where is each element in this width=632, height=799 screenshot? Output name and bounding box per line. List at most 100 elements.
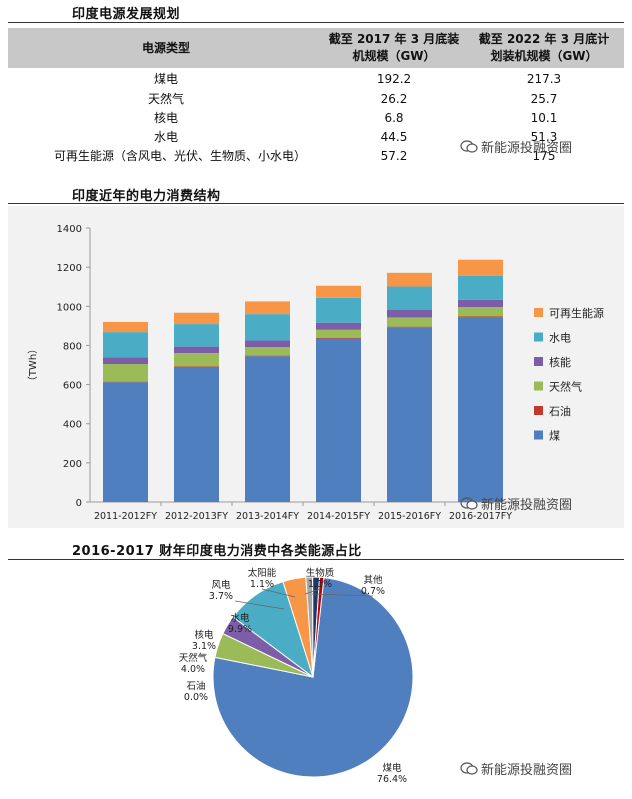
pie-value-label: 4.0%	[181, 664, 205, 675]
bar-segment-oil	[387, 326, 432, 328]
pie-label: 水电	[230, 612, 250, 624]
capacity-table: 电源类型 截至 2017 年 3 月底装 机规模（GW） 截至 2022 年 3…	[8, 28, 624, 166]
cell-cap-2017: 44.5	[380, 130, 408, 144]
table-row: 天然气 26.2 25.7	[8, 90, 624, 109]
table-row: 煤电 192.2 217.3	[8, 68, 624, 90]
pie-label: 其他	[363, 574, 383, 586]
legend-swatch-gas	[534, 381, 543, 391]
bar-segment-coal	[103, 382, 148, 502]
table-row: 水电 44.5 51.3	[8, 128, 624, 147]
bar-segment-nuclear	[103, 357, 148, 365]
legend-label: 天然气	[549, 380, 582, 394]
watermark-text: 新能源投融资圈	[481, 141, 573, 156]
x-tick-label: 2016-2017FY	[449, 511, 512, 522]
bar-segment-hydro	[458, 275, 503, 300]
pie-label: 天然气	[179, 652, 208, 664]
legend-swatch-oil	[534, 406, 543, 415]
bar-segment-coal	[316, 338, 361, 502]
bar-segment-nuclear	[458, 299, 503, 308]
bar-segment-oil	[245, 355, 290, 357]
y-tick-label: 0	[76, 498, 82, 509]
watermark: 新能源投融资圈	[460, 494, 572, 513]
y-tick-label: 200	[63, 459, 82, 470]
bar-chart-title: 印度近年的电力消费结构	[72, 189, 221, 204]
table-row: 核电 6.8 10.1	[8, 109, 624, 128]
cell-cap-2017: 26.2	[380, 92, 408, 106]
bar-segment-nuclear	[316, 322, 361, 330]
bar-segment-renewable	[103, 321, 148, 333]
pie-leader-line	[234, 600, 285, 610]
bar-chart-panel: 0 200 400 600 800 1000 1200 1400 （TWh） 2011-2012F…	[8, 206, 624, 528]
bar-segment-renewable	[316, 285, 361, 298]
legend-swatch-hydro	[534, 332, 543, 342]
bar-segment-renewable	[174, 312, 219, 325]
legend-label: 石油	[549, 404, 571, 418]
pie-value-label: 0.0%	[184, 692, 208, 703]
legend-label: 核能	[549, 355, 571, 369]
bar-segment-coal	[245, 356, 290, 502]
cell-cap-2017: 192.2	[376, 71, 412, 86]
bar-segment-renewable	[387, 272, 432, 287]
header-cap-2017-line1: 截至 2017 年 3 月底装	[328, 32, 460, 46]
bar-segment-gas	[103, 364, 148, 382]
watermark: 新能源投融资圈	[460, 137, 572, 156]
pie-value-label: 3.1%	[192, 641, 216, 652]
wechat-icon	[460, 140, 478, 153]
cell-type: 可再生能源（含风电、光伏、生物质、小水电）	[54, 149, 307, 163]
y-tick-label: 1200	[57, 263, 82, 274]
pie-value-label: 0.7%	[361, 586, 385, 597]
bar-segment-oil	[174, 366, 219, 367]
bar-segment-coal	[387, 327, 432, 502]
table-section-title: 印度电源发展规划	[72, 7, 181, 22]
pie-label: 风电	[211, 579, 231, 591]
bar-segment-coal	[458, 317, 503, 502]
bar-segment-gas	[316, 329, 361, 338]
bar-segment-hydro	[387, 286, 432, 311]
table-header-row: 电源类型 截至 2017 年 3 月底装 机规模（GW） 截至 2022 年 3…	[8, 28, 624, 68]
pie-title-rule	[8, 559, 624, 560]
bar-segment-oil	[103, 381, 148, 383]
y-tick-label: 600	[63, 381, 82, 392]
header-cap-2017: 截至 2017 年 3 月底装 机规模（GW）	[324, 28, 464, 68]
wechat-icon	[460, 497, 478, 510]
pie-label: 太阳能	[248, 567, 277, 579]
pie-label: 石油	[186, 680, 205, 692]
pie-chart-title: 2016-2017 财年印度电力消费中各类能源占比	[72, 544, 362, 559]
stacked-bar-chart: 0 200 400 600 800 1000 1200 1400 （TWh） 2011-2012F…	[27, 224, 604, 522]
bar-title-rule	[8, 203, 624, 204]
pie-label: 核电	[194, 629, 214, 641]
cell-cap-2017: 6.8	[384, 111, 404, 125]
bar-segment-renewable	[458, 259, 503, 276]
x-tick-label: 2011-2012FY	[94, 511, 157, 522]
pie-label: 煤电	[382, 762, 402, 774]
bar-segment-nuclear	[174, 346, 219, 354]
bar-segment-nuclear	[245, 340, 290, 348]
cell-cap-2022: 51.3	[530, 130, 558, 144]
x-tick-label: 2012-2013FY	[165, 511, 228, 522]
cell-cap-2022: 25.7	[530, 92, 558, 106]
legend-label: 水电	[549, 332, 571, 345]
y-axis-label: （TWh）	[27, 344, 39, 386]
bar-segment-oil	[458, 316, 503, 318]
bar-segment-gas	[387, 317, 432, 327]
bar-segment-gas	[245, 347, 290, 356]
pie-value-label: 76.4%	[377, 774, 407, 785]
bar-segment-hydro	[245, 314, 290, 341]
header-cap-2022-line2: 划装机规模（GW）	[490, 49, 598, 63]
cell-type: 煤电	[153, 71, 178, 86]
legend-swatch-coal	[534, 430, 543, 440]
y-tick-label: 1000	[57, 302, 82, 313]
bar-segment-hydro	[103, 332, 148, 358]
legend-swatch-nuclear	[534, 357, 543, 366]
cell-type: 核电	[153, 111, 178, 125]
bar-segment-hydro	[316, 297, 361, 323]
header-cap-2017-line2: 机规模（GW）	[352, 49, 436, 63]
pie-value-label: 3.7%	[209, 591, 233, 602]
pie-leader-line	[311, 593, 374, 597]
cell-cap-2022: 10.1	[530, 111, 558, 125]
pie-value-label: 1.1%	[250, 579, 274, 590]
legend-label: 可再生能源	[549, 306, 604, 320]
cell-cap-2022: 217.3	[526, 71, 562, 86]
bar-segment-coal	[174, 366, 219, 502]
